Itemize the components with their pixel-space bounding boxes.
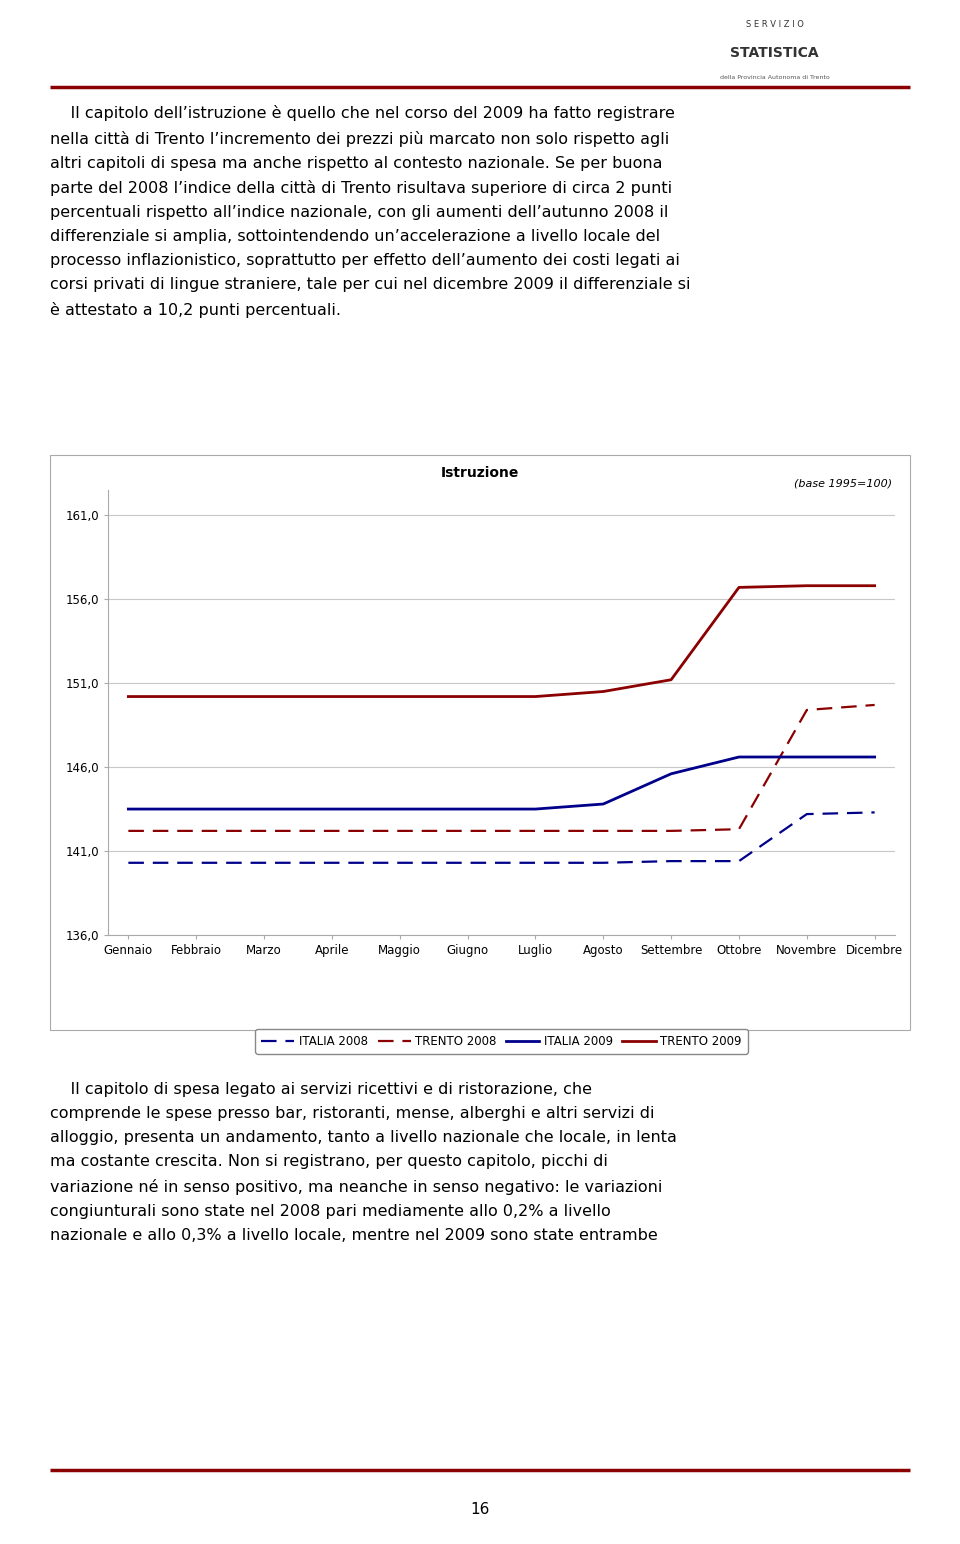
Text: 16: 16 — [470, 1502, 490, 1518]
Text: (base 1995=100): (base 1995=100) — [794, 479, 892, 488]
Text: STATISTICA: STATISTICA — [731, 46, 819, 60]
Text: Il capitolo dell’istruzione è quello che nel corso del 2009 ha fatto registrare
: Il capitolo dell’istruzione è quello che… — [50, 105, 690, 318]
Text: Istruzione: Istruzione — [441, 466, 519, 480]
Text: Il capitolo di spesa legato ai servizi ricettivi e di ristorazione, che
comprend: Il capitolo di spesa legato ai servizi r… — [50, 1082, 677, 1243]
Text: S E R V I Z I O: S E R V I Z I O — [746, 20, 804, 29]
Legend: ITALIA 2008, TRENTO 2008, ITALIA 2009, TRENTO 2009: ITALIA 2008, TRENTO 2008, ITALIA 2009, T… — [255, 1028, 748, 1053]
Text: della Provincia Autonoma di Trento: della Provincia Autonoma di Trento — [720, 76, 829, 80]
